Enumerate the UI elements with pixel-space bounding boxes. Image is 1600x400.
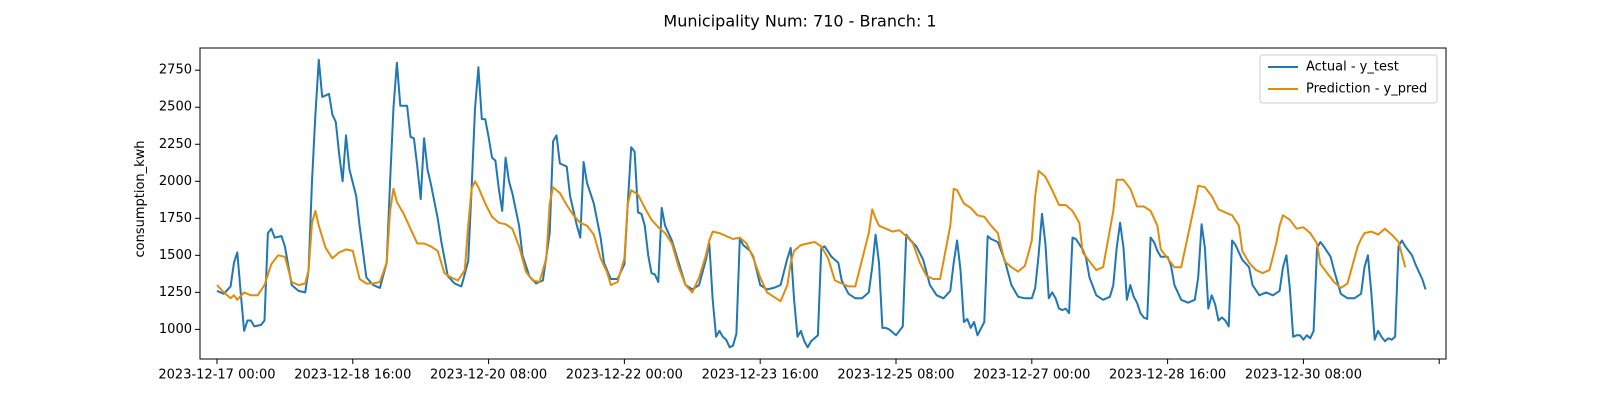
series-layer xyxy=(216,58,1427,349)
y-tick-label: 2500 xyxy=(159,100,192,115)
legend: Actual - y_test Prediction - y_pred xyxy=(1259,54,1438,104)
legend-label-actual: Actual - y_test xyxy=(1306,60,1399,75)
y-tick-label: 2250 xyxy=(159,137,192,152)
x-axis: 2023-12-17 00:00 2023-12-18 16:00 2023-12-… xyxy=(158,359,1440,383)
y-tick-label: 1000 xyxy=(159,322,192,337)
y-tick-label: 2000 xyxy=(159,174,192,189)
x-tick-label: 2023-12-17 00:00 xyxy=(158,368,275,383)
chart-title: Municipality Num: 710 - Branch: 1 xyxy=(663,12,936,31)
y-tick-label: 1500 xyxy=(159,248,192,263)
series-line-prediction xyxy=(216,169,1407,303)
plot-frame xyxy=(199,47,1447,360)
x-tick-label: 2023-12-22 00:00 xyxy=(566,368,683,383)
legend-box xyxy=(1259,54,1438,104)
y-axis-label: consumption_kwh xyxy=(133,140,148,257)
x-tick-label: 2023-12-25 08:00 xyxy=(837,368,954,383)
x-tick-label: 2023-12-27 00:00 xyxy=(973,368,1090,383)
x-tick-label: 2023-12-20 08:00 xyxy=(430,368,547,383)
x-tick-label: 2023-12-18 16:00 xyxy=(294,368,411,383)
x-tick-label: 2023-12-23 16:00 xyxy=(702,368,819,383)
y-tick-label: 2750 xyxy=(159,63,192,78)
x-tick-label: 2023-12-30 08:00 xyxy=(1245,368,1362,383)
x-tick-label: 2023-12-28 16:00 xyxy=(1109,368,1226,383)
y-tick-label: 1750 xyxy=(159,211,192,226)
legend-label-prediction: Prediction - y_pred xyxy=(1306,82,1427,97)
y-tick-label: 1250 xyxy=(159,285,192,300)
y-axis: 1000 1250 1500 1750 2000 2250 2500 2750 xyxy=(159,63,200,337)
series-line-actual xyxy=(216,58,1427,349)
